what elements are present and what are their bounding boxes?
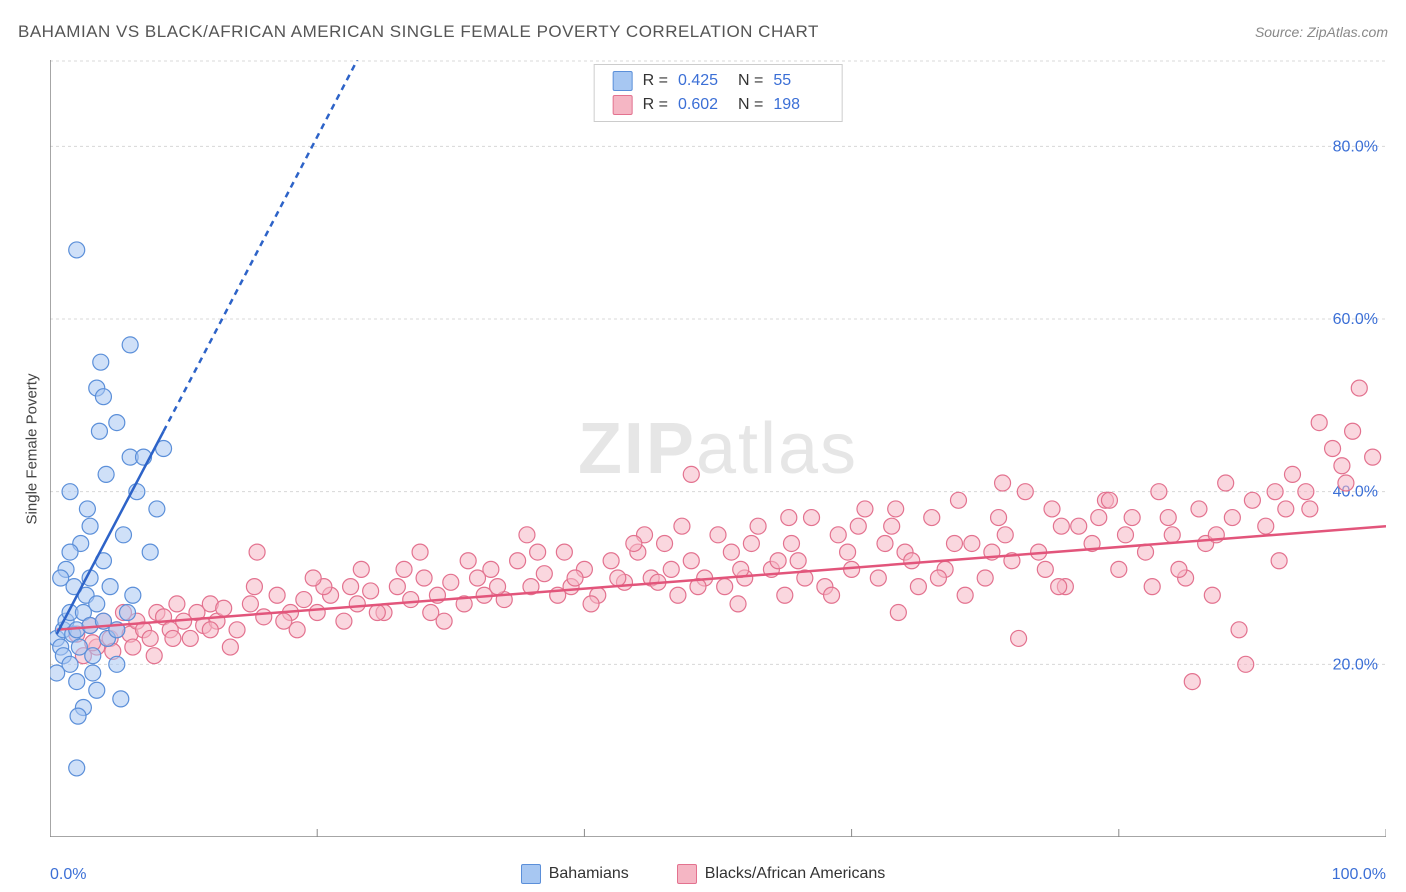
n-label: N = [738, 96, 763, 114]
series2-r-value: 0.602 [678, 96, 728, 114]
n-label: N = [738, 72, 763, 90]
series2-n-value: 198 [773, 96, 823, 114]
source-label: Source: ZipAtlas.com [1255, 24, 1388, 40]
stats-swatch-series2 [613, 95, 633, 115]
legend: Bahamians Blacks/African Americans [0, 864, 1406, 884]
y-axis-label: Single Female Poverty [24, 373, 41, 524]
chart-title: BAHAMIAN VS BLACK/AFRICAN AMERICAN SINGL… [18, 22, 819, 42]
svg-text:80.0%: 80.0% [1333, 138, 1378, 155]
stats-row-series2: R = 0.602 N = 198 [613, 93, 824, 117]
scatter-plot: 20.0%40.0%60.0%80.0% [50, 60, 1386, 837]
legend-label-series1: Bahamians [549, 865, 629, 883]
svg-text:20.0%: 20.0% [1333, 656, 1378, 673]
legend-item-series2: Blacks/African Americans [677, 864, 886, 884]
series1-r-value: 0.425 [678, 72, 728, 90]
svg-text:60.0%: 60.0% [1333, 311, 1378, 328]
chart-area: Single Female Poverty ZIPatlas 20.0%40.0… [50, 60, 1386, 837]
r-label: R = [643, 72, 668, 90]
legend-swatch-series1 [521, 864, 541, 884]
stats-row-series1: R = 0.425 N = 55 [613, 69, 824, 93]
stats-swatch-series1 [613, 71, 633, 91]
legend-label-series2: Blacks/African Americans [705, 865, 886, 883]
legend-swatch-series2 [677, 864, 697, 884]
correlation-stats-box: R = 0.425 N = 55 R = 0.602 N = 198 [594, 64, 843, 122]
series1-n-value: 55 [773, 72, 823, 90]
r-label: R = [643, 96, 668, 114]
legend-item-series1: Bahamians [521, 864, 629, 884]
